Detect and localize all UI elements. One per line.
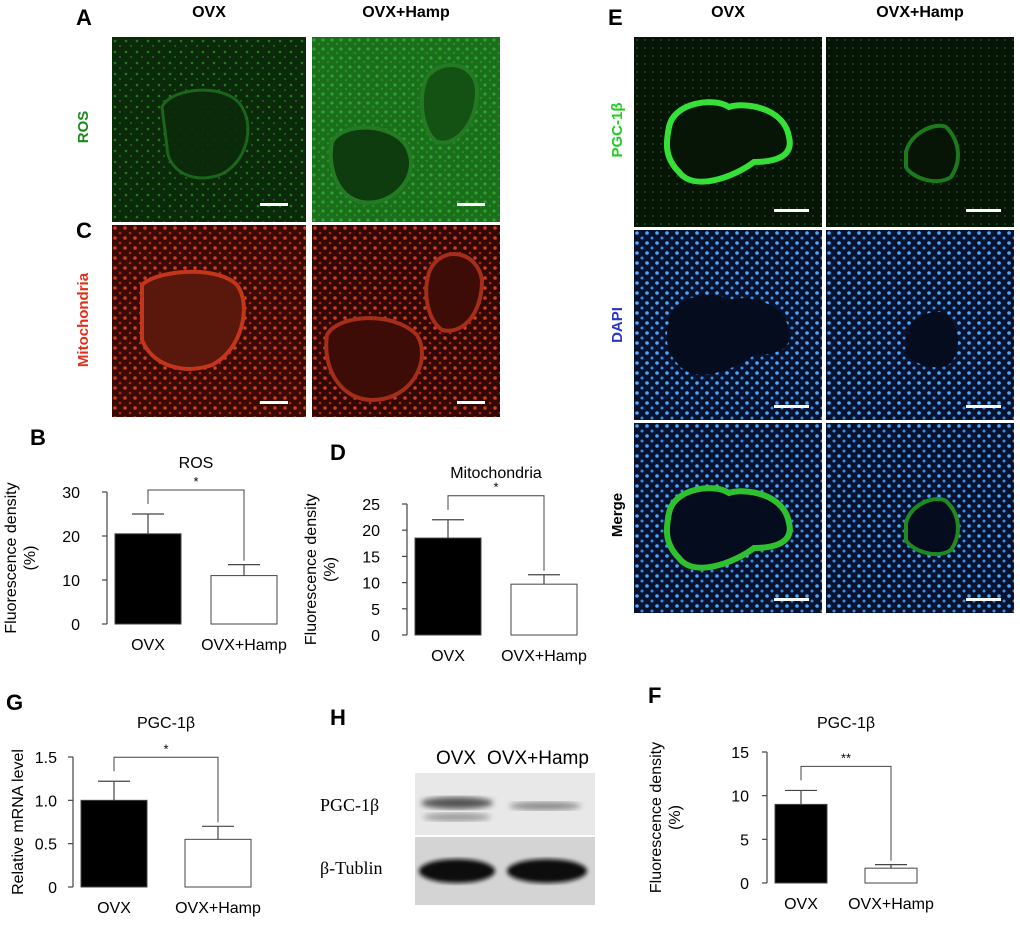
y-axis-label: Fluorescence density (%) xyxy=(303,494,339,645)
panel-label-d: D xyxy=(330,440,346,465)
dapi-ovx-hamp-micrograph xyxy=(826,230,1014,420)
wb-band-tublin-ovx xyxy=(419,859,495,883)
wb-row-tublin: β-Tublin xyxy=(320,858,383,878)
chart-d: Mitochondria 0 5 10 15 20 25 Fluorescence densi… xyxy=(303,465,587,665)
col-header-ovx-hamp-right: OVX+Hamp xyxy=(876,4,964,21)
row-label-pgc: PGC-1β xyxy=(609,102,626,158)
col-header-ovx-left: OVX xyxy=(192,4,226,21)
bar-ovx xyxy=(414,537,482,636)
category-label: OVX+Hamp xyxy=(201,637,287,654)
category-label: OVX xyxy=(131,637,165,654)
y-tick-label: 5 xyxy=(371,602,380,619)
bar-ovx xyxy=(80,799,148,888)
bar-ovx-hamp xyxy=(510,583,578,636)
panel-label-h: H xyxy=(330,705,346,730)
wb-tublin-blot xyxy=(415,837,595,905)
y-axis-label: Relative mRNA level xyxy=(10,749,27,895)
mito-ovx-hamp-micrograph xyxy=(312,225,500,417)
panel-label-e: E xyxy=(608,5,623,30)
pgc-ovx-hamp-micrograph xyxy=(826,37,1014,227)
panel-label-c: C xyxy=(76,218,92,243)
chart-title: PGC-1β xyxy=(817,715,875,732)
ros-ovx-micrograph xyxy=(112,37,306,222)
panel-label-f: F xyxy=(648,683,662,708)
y-tick-label: 1.5 xyxy=(35,750,57,767)
mito-ovx-micrograph xyxy=(112,225,306,417)
y-tick-label: 20 xyxy=(62,529,80,546)
y-tick-label: 0 xyxy=(740,876,749,893)
y-axis-label: Fluorescence density (%) xyxy=(3,482,39,633)
significance-bracket xyxy=(800,765,892,861)
col-header-ovx-right: OVX xyxy=(711,4,745,21)
chart-title: Mitochondria xyxy=(450,465,542,482)
y-tick-label: 5 xyxy=(740,832,749,849)
bar-ovx xyxy=(774,803,828,884)
bar-ovx-hamp xyxy=(864,867,918,884)
y-tick-label: 30 xyxy=(62,485,80,502)
wb-band-pgc-ovx xyxy=(421,797,493,809)
merge-ovx-micrograph xyxy=(634,423,822,613)
y-tick-label: 10 xyxy=(362,576,380,593)
merge-ovx-hamp-micrograph xyxy=(826,423,1014,613)
y-tick-label: 10 xyxy=(731,789,749,806)
panel-label-g: G xyxy=(6,690,24,715)
panel-label-b: B xyxy=(30,425,46,450)
wb-row-pgc: PGC-1β xyxy=(320,795,380,815)
row-label-mitochondria: Mitochondria xyxy=(75,272,92,368)
wb-pgc-blot xyxy=(415,773,595,835)
wb-col-ovx-hamp: OVX+Hamp xyxy=(487,748,589,769)
category-label: OVX+Hamp xyxy=(175,900,261,917)
significance-marker: ** xyxy=(841,750,851,765)
y-tick-label: 1.0 xyxy=(35,793,57,810)
wb-band-pgc-ovx-hamp xyxy=(509,802,581,810)
category-label: OVX xyxy=(784,896,818,913)
y-tick-label: 15 xyxy=(362,549,380,566)
y-tick-label: 15 xyxy=(731,745,749,762)
y-tick-label: 25 xyxy=(362,497,380,514)
significance-marker: * xyxy=(193,474,198,489)
y-tick-label: 10 xyxy=(62,573,80,590)
category-label: OVX+Hamp xyxy=(848,896,934,913)
significance-marker: * xyxy=(493,480,498,495)
bar-ovx xyxy=(114,533,182,625)
panel-label-a: A xyxy=(76,5,92,30)
significance-marker: * xyxy=(163,741,168,756)
chart-title: PGC-1β xyxy=(137,715,195,732)
y-tick-label: 0 xyxy=(48,880,57,897)
category-label: OVX xyxy=(431,648,465,665)
wb-col-ovx: OVX xyxy=(435,748,477,769)
category-label: OVX xyxy=(97,900,131,917)
significance-bracket xyxy=(147,489,245,561)
ros-ovx-hamp-micrograph xyxy=(312,37,500,222)
row-label-ros: ROS xyxy=(75,110,92,144)
row-label-dapi: DAPI xyxy=(609,307,626,343)
y-tick-label: 0 xyxy=(71,617,80,634)
y-tick-label: 0.5 xyxy=(35,837,57,854)
y-tick-label: 0 xyxy=(371,628,380,645)
wb-band-tublin-ovx-hamp xyxy=(507,859,587,883)
chart-title: ROS xyxy=(179,455,214,472)
significance-bracket xyxy=(447,495,545,571)
chart-f: PGC-1β 0 5 10 15 Fluorescence density (%) OVX OV… xyxy=(648,715,934,913)
y-tick-label: 20 xyxy=(362,523,380,540)
y-axis-label: Fluorescence density (%) xyxy=(648,742,684,893)
bar-ovx-hamp xyxy=(210,575,278,625)
chart-g: PGC-1β 0 0.5 1.0 1.5 Relative mRNA level OVX OV… xyxy=(10,715,261,917)
category-label: OVX+Hamp xyxy=(501,648,587,665)
col-header-ovx-hamp-left: OVX+Hamp xyxy=(362,4,450,21)
chart-b: ROS 0 10 20 30 Fluorescence density (%) OVX OVX+… xyxy=(3,455,287,654)
significance-bracket xyxy=(113,756,219,823)
dapi-ovx-micrograph xyxy=(634,230,822,420)
bar-ovx-hamp xyxy=(184,838,252,888)
pgc-ovx-micrograph xyxy=(634,37,822,227)
